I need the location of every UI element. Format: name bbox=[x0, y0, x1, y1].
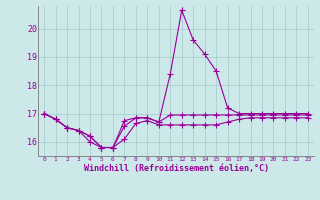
X-axis label: Windchill (Refroidissement éolien,°C): Windchill (Refroidissement éolien,°C) bbox=[84, 164, 268, 173]
